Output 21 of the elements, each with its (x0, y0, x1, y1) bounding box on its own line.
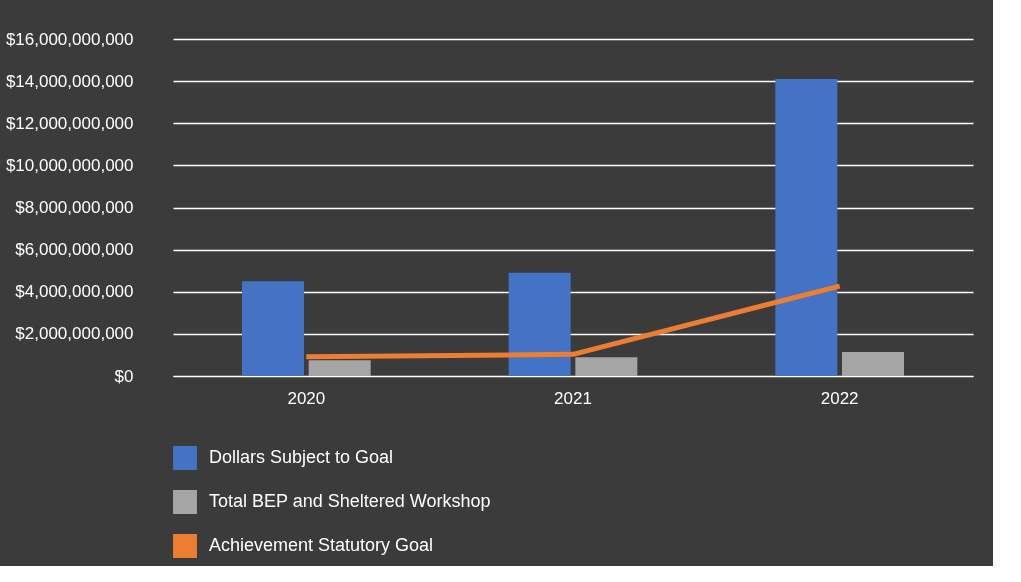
bar (575, 357, 638, 376)
bar (508, 272, 571, 376)
y-tick-label: $2,000,000,000 (15, 324, 134, 344)
bar (775, 79, 838, 376)
y-tick-label: $16,000,000,000 (5, 29, 134, 49)
x-tick-label: 2022 (820, 388, 859, 408)
legend-label: Total BEP and Sheltered Workshop (209, 491, 491, 511)
y-tick-label: $8,000,000,000 (15, 198, 134, 217)
bar (242, 281, 304, 376)
y-tick-label: $14,000,000,000 (5, 71, 134, 91)
legend-label: Dollars Subject to Goal (209, 447, 394, 467)
x-tick-label: 2021 (554, 388, 592, 408)
y-tick-label: $6,000,000,000 (15, 240, 134, 260)
legend-label: Achievement Statutory Goal (209, 535, 434, 555)
x-tick-label: 2020 (287, 388, 326, 408)
y-tick-label: $4,000,000,000 (15, 282, 134, 302)
bar (842, 351, 904, 376)
bar (308, 360, 371, 376)
y-tick-label: $0 (114, 366, 134, 386)
y-tick-label: $10,000,000,000 (5, 155, 134, 175)
y-tick-label: $12,000,000,000 (5, 113, 134, 133)
